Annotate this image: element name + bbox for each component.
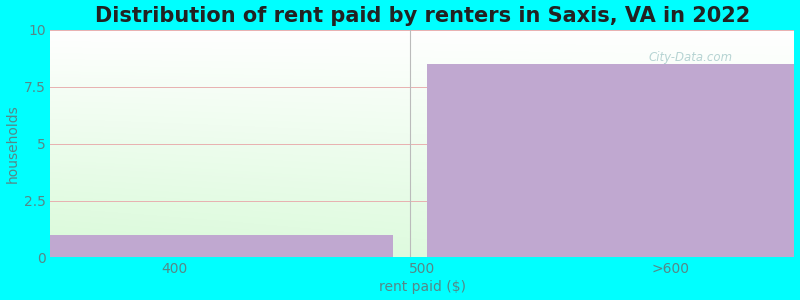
Bar xyxy=(427,64,794,257)
Bar xyxy=(50,235,393,257)
Y-axis label: households: households xyxy=(6,104,19,183)
Title: Distribution of rent paid by renters in Saxis, VA in 2022: Distribution of rent paid by renters in … xyxy=(95,6,750,26)
X-axis label: rent paid ($): rent paid ($) xyxy=(379,280,466,294)
Text: City-Data.com: City-Data.com xyxy=(648,51,732,64)
